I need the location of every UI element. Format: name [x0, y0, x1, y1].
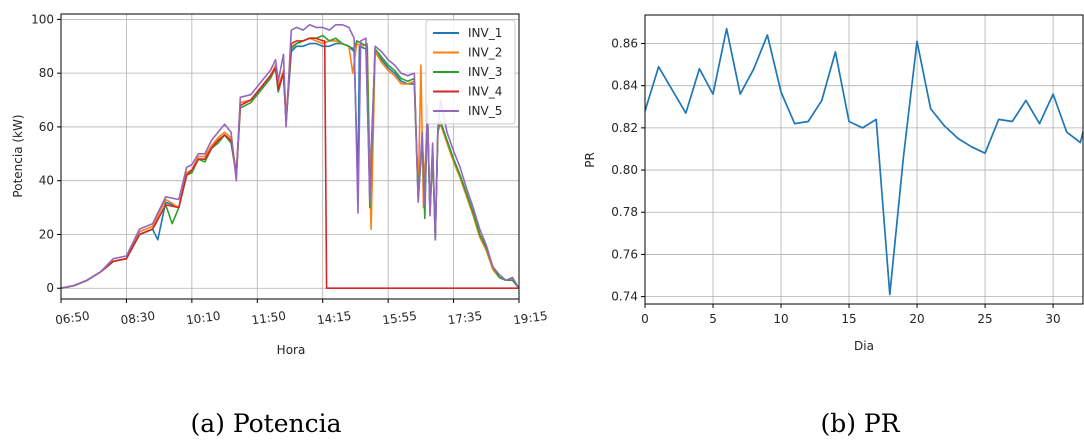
xtick-label: 0 — [641, 312, 649, 326]
ytick-label: 0.82 — [611, 121, 638, 135]
ticks-pr: 0.74 0.76 0.78 0.80 0.82 0.84 0.86 0 5 10 15 20 25 30 — [611, 36, 1060, 326]
xtick-label: 17:35 — [447, 309, 483, 328]
ytick-label: 0.84 — [611, 79, 638, 93]
grid-pr — [644, 15, 1083, 304]
ytick-label: 20 — [39, 227, 54, 241]
series-line-pr — [644, 27, 1084, 296]
legend-label: INV_1 — [468, 26, 502, 40]
xtick-label: 15:55 — [381, 309, 417, 328]
ytick-label: 40 — [39, 174, 54, 188]
plot-frame-power — [60, 13, 520, 300]
xtick-label: 10:10 — [185, 309, 221, 328]
caption-pr: (b) PR — [820, 409, 900, 438]
ticks-power: 0 20 40 60 80 100 06:50 08:30 10:10 11:50 14:15 15:… — [31, 12, 548, 327]
power-chart: 0 20 40 60 80 100 06:50 08:30 10:10 11:50 14:15 15:… — [11, 12, 549, 357]
xtick-label: 5 — [709, 312, 717, 326]
legend-label: INV_5 — [468, 104, 502, 118]
lines-pr — [644, 27, 1084, 296]
legend-label: INV_3 — [468, 65, 502, 79]
ylabel-power: Potencia (kW) — [11, 114, 25, 197]
ytick-label: 100 — [31, 12, 54, 26]
xtick-label: 15 — [841, 312, 856, 326]
legend-label: INV_4 — [468, 85, 502, 99]
series-line-inv_3 — [60, 34, 520, 289]
xlabel-power: Hora — [277, 343, 306, 357]
xtick-label: 08:30 — [120, 309, 156, 328]
legend-box — [425, 19, 516, 125]
ytick-label: 60 — [39, 120, 54, 134]
xtick-label: 06:50 — [54, 309, 90, 328]
caption-power: (a) Potencia — [190, 409, 341, 438]
xtick-label: 19:15 — [512, 309, 548, 328]
xtick-label: 10 — [773, 312, 788, 326]
xtick-label: 25 — [977, 312, 992, 326]
ylabel-pr: PR — [583, 152, 597, 168]
plot-frame-pr — [644, 14, 1084, 305]
series-line-inv_2 — [60, 37, 520, 289]
legend-label: INV_2 — [468, 46, 502, 60]
ytick-label: 80 — [39, 66, 54, 80]
ytick-label: 0.74 — [611, 290, 638, 304]
xtick-label: 11:50 — [251, 309, 287, 328]
ytick-label: 0.86 — [611, 36, 638, 50]
ytick-label: 0.76 — [611, 247, 638, 261]
xtick-label: 30 — [1045, 312, 1060, 326]
xlabel-pr: Dia — [854, 339, 874, 353]
xtick-label: 14:15 — [316, 309, 352, 328]
ytick-label: 0.80 — [611, 163, 638, 177]
pr-chart: 0.74 0.76 0.78 0.80 0.82 0.84 0.86 0 5 10 15 20 25 30… — [583, 14, 1084, 353]
xtick-label: 20 — [909, 312, 924, 326]
ytick-label: 0.78 — [611, 205, 638, 219]
ytick-label: 0 — [46, 281, 54, 295]
legend: INV_1 INV_2 INV_3 INV_4 INV_5 — [425, 19, 516, 125]
